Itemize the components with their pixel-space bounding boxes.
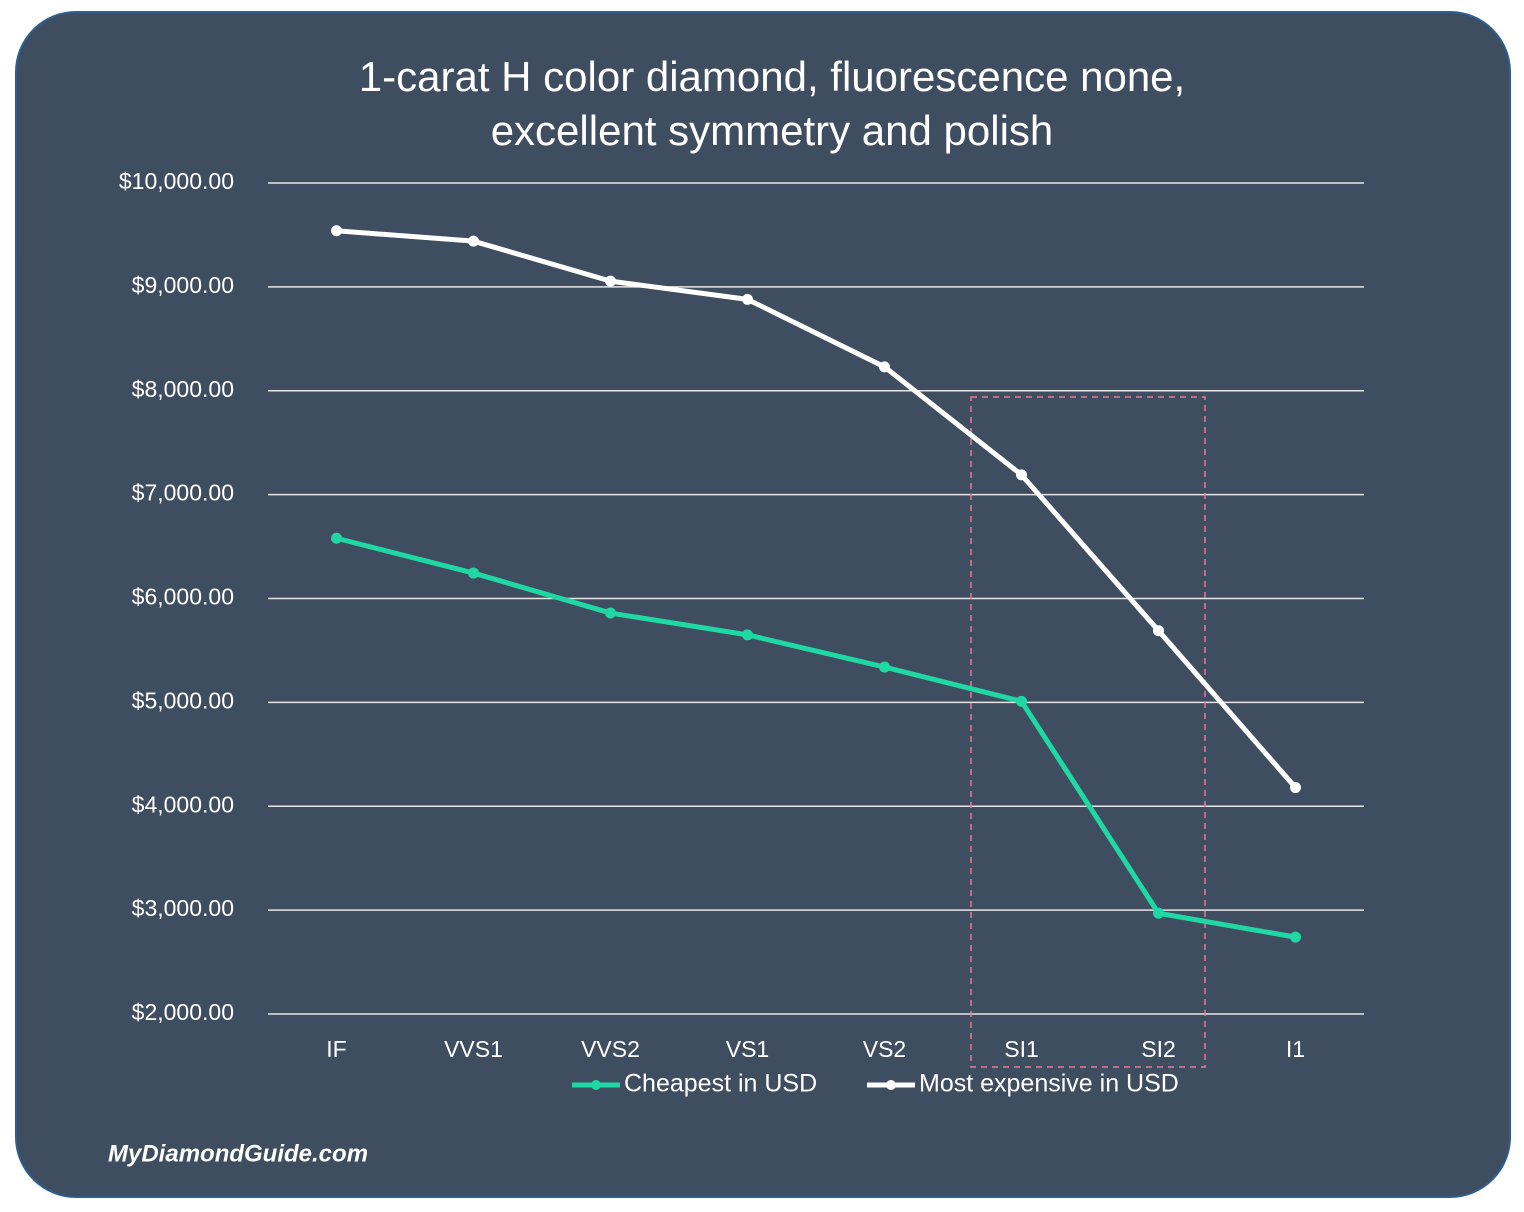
data-point: [468, 567, 479, 579]
source-note: MyDiamondGuide.com: [108, 1140, 368, 1167]
data-point: [1153, 907, 1164, 919]
chart-title: 1-carat H color diamond, fluorescence no…: [359, 53, 1185, 100]
data-point: [879, 361, 890, 373]
series-line: [336, 228, 1298, 790]
y-tick-label: $9,000.00: [132, 272, 234, 298]
data-point: [331, 532, 342, 544]
y-tick-label: $10,000.00: [119, 168, 234, 194]
x-tick-label: SI2: [1141, 1036, 1176, 1062]
x-tick-label: VS2: [863, 1036, 906, 1062]
x-tick-label: I1: [1286, 1036, 1305, 1062]
data-point: [1290, 931, 1301, 943]
data-point: [879, 661, 890, 673]
legend-marker: [886, 1080, 896, 1090]
y-tick-label: $4,000.00: [132, 791, 234, 817]
chart-title: excellent symmetry and polish: [491, 107, 1054, 154]
y-tick-label: $7,000.00: [132, 480, 234, 506]
legend-label: Most expensive in USD: [919, 1070, 1179, 1098]
grid: [268, 182, 1364, 1015]
y-tick-label: $5,000.00: [132, 687, 234, 713]
data-point: [605, 607, 616, 619]
x-tick-label: SI1: [1004, 1036, 1039, 1062]
y-tick-label: $6,000.00: [132, 584, 234, 610]
y-tick-label: $3,000.00: [132, 895, 234, 921]
data-point: [331, 225, 342, 237]
data-point: [468, 235, 479, 247]
data-point: [1290, 782, 1301, 794]
x-tick-label: VS1: [726, 1036, 769, 1062]
legend-label: Cheapest in USD: [624, 1070, 817, 1098]
data-point: [1016, 469, 1027, 481]
x-tick-label: VVS1: [444, 1036, 503, 1062]
y-tick-label: $2,000.00: [132, 999, 234, 1025]
data-point: [742, 293, 753, 305]
y-tick-label: $8,000.00: [132, 376, 234, 402]
data-point: [1016, 695, 1027, 707]
data-point: [742, 629, 753, 641]
legend-marker: [591, 1080, 601, 1090]
data-point: [1153, 625, 1164, 637]
series-line: [335, 535, 1296, 940]
chart-background: [15, 11, 1511, 1198]
x-tick-label: IF: [326, 1036, 346, 1062]
data-point: [605, 275, 616, 287]
x-tick-label: VVS2: [581, 1036, 640, 1062]
